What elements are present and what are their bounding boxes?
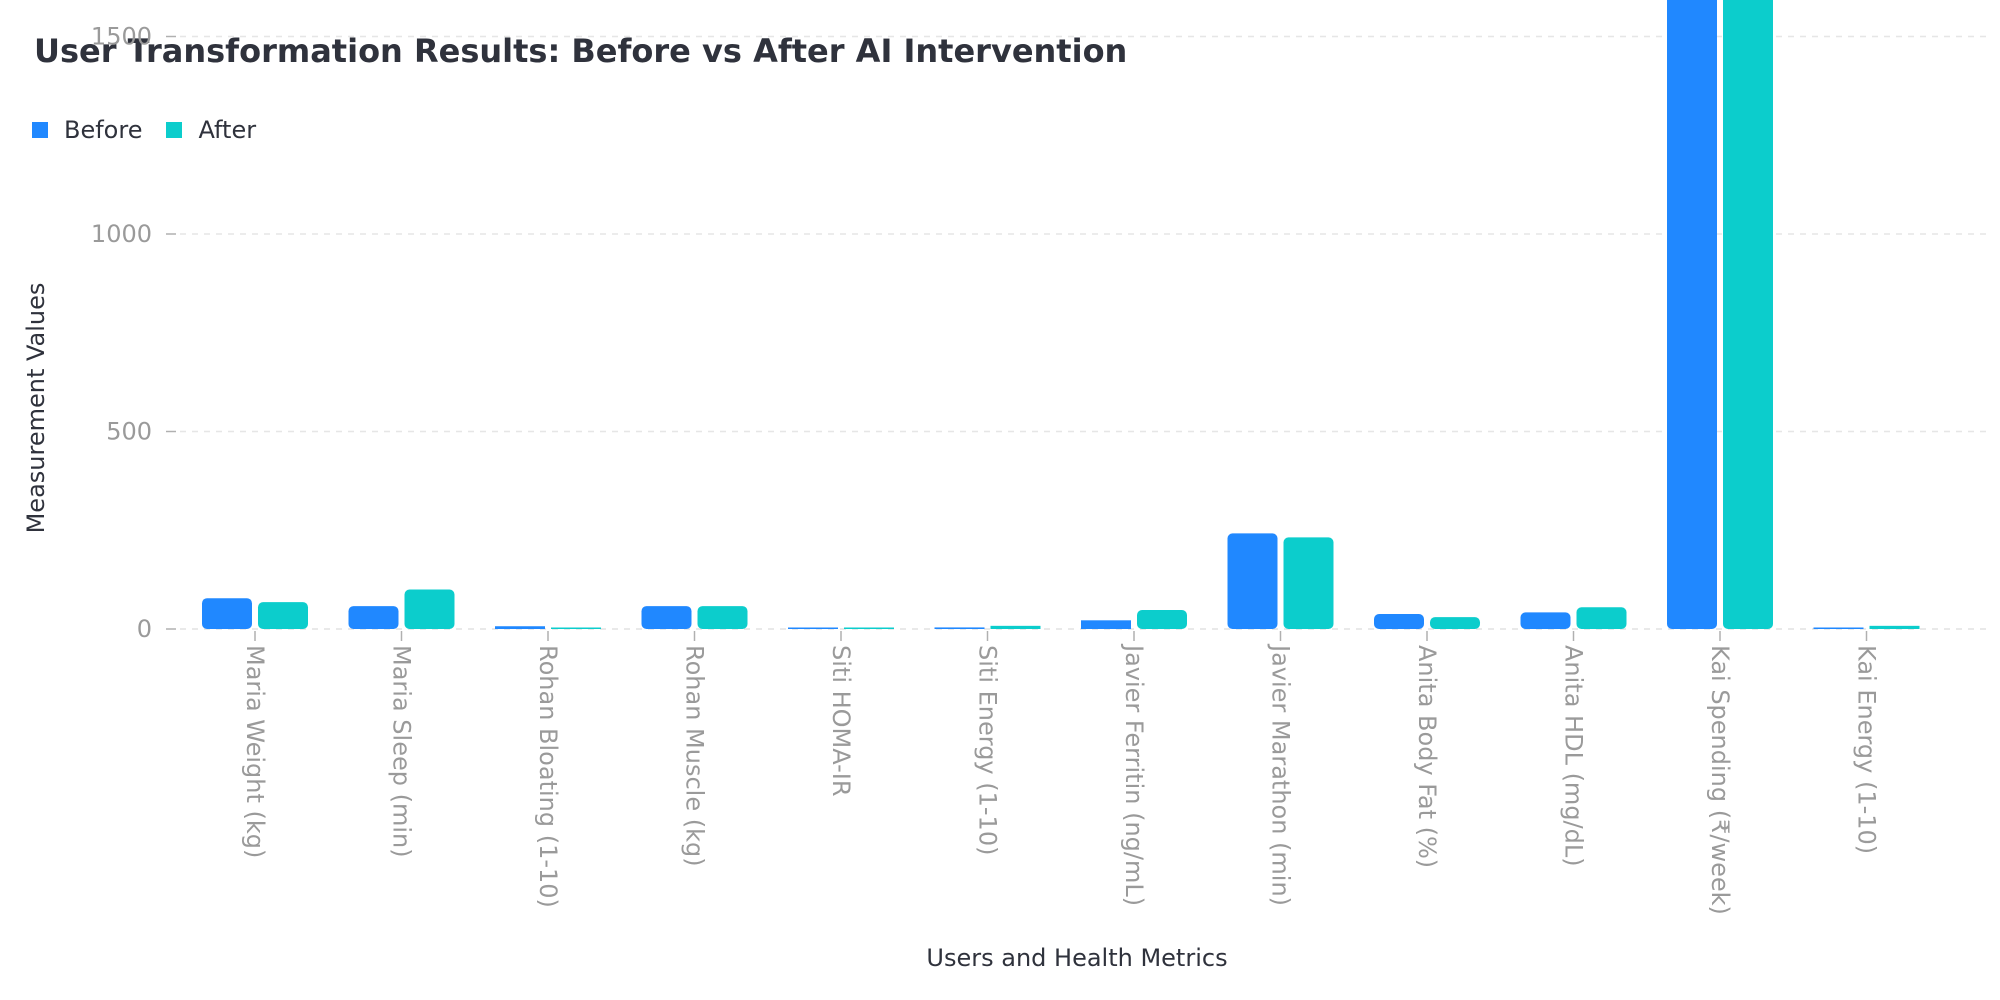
x-tick-label: Maria Sleep (min) bbox=[388, 645, 416, 858]
legend: Before After bbox=[32, 116, 280, 144]
legend-label-before: Before bbox=[64, 116, 143, 144]
x-axis-ticks: Maria Weight (kg) Maria Sleep (min) Rohan … bbox=[241, 631, 1881, 915]
y-tick-label: 1000 bbox=[91, 220, 152, 248]
bar-after bbox=[844, 627, 894, 629]
bar-after bbox=[1283, 537, 1334, 629]
x-tick-label: Rohan Bloating (1-10) bbox=[534, 645, 562, 908]
bar-after bbox=[551, 627, 601, 629]
bar-after bbox=[258, 602, 308, 629]
bar-before bbox=[1520, 612, 1571, 629]
x-tick-label: Javier Marathon (min) bbox=[1267, 643, 1295, 906]
legend-swatch-after bbox=[166, 122, 183, 138]
x-tick-label: Kai Spending (₹/week) bbox=[1706, 645, 1734, 915]
bar-before bbox=[788, 627, 838, 629]
y-tick-label: 0 bbox=[137, 615, 152, 643]
legend-swatch-before bbox=[32, 122, 48, 138]
bar-before bbox=[1667, 0, 1717, 629]
y-axis-title: Measurement Values bbox=[22, 283, 50, 534]
x-tick-label: Siti HOMA-IR bbox=[827, 645, 855, 797]
bar-before bbox=[934, 627, 985, 629]
bar-before bbox=[1227, 533, 1278, 629]
bar-after bbox=[1723, 0, 1773, 629]
bar-before bbox=[495, 626, 545, 629]
x-tick-label: Siti Energy (1-10) bbox=[974, 645, 1002, 855]
gridlines bbox=[180, 35, 1990, 630]
bar-after bbox=[990, 625, 1041, 629]
x-tick-label: Anita HDL (mg/dL) bbox=[1560, 645, 1588, 867]
x-tick-label: Javier Ferritin (ng/mL) bbox=[1120, 643, 1148, 906]
bar-before bbox=[1374, 613, 1424, 629]
bar-after bbox=[1576, 607, 1627, 629]
bar-before bbox=[1813, 627, 1864, 629]
y-axis-ticks: 05001000150020002500 bbox=[91, 23, 176, 643]
legend-label-after: After bbox=[198, 116, 257, 144]
bar-before bbox=[641, 606, 692, 629]
bar-before bbox=[1081, 620, 1131, 629]
bar-before bbox=[202, 598, 252, 629]
legend-item-after: After bbox=[166, 116, 256, 144]
x-tick-label: Kai Energy (1-10) bbox=[1853, 645, 1881, 854]
bar-after bbox=[1869, 625, 1920, 629]
y-tick-label: 500 bbox=[106, 418, 152, 446]
bar-after bbox=[697, 606, 748, 629]
y-tick-label: 1500 bbox=[91, 23, 152, 51]
legend-item-before: Before bbox=[32, 116, 142, 144]
bars bbox=[202, 0, 1920, 629]
chart-title: User Transformation Results: Before vs A… bbox=[34, 32, 1128, 70]
x-tick-label: Maria Weight (kg) bbox=[241, 645, 269, 858]
x-tick-label: Anita Body Fat (%) bbox=[1413, 645, 1441, 868]
x-axis-title: Users and Health Metrics bbox=[926, 944, 1227, 972]
x-tick-label: Rohan Muscle (kg) bbox=[681, 645, 709, 867]
bar-after bbox=[1430, 617, 1480, 629]
bar-before bbox=[348, 606, 399, 629]
bar-after bbox=[1137, 610, 1187, 629]
bar-after bbox=[404, 589, 455, 629]
